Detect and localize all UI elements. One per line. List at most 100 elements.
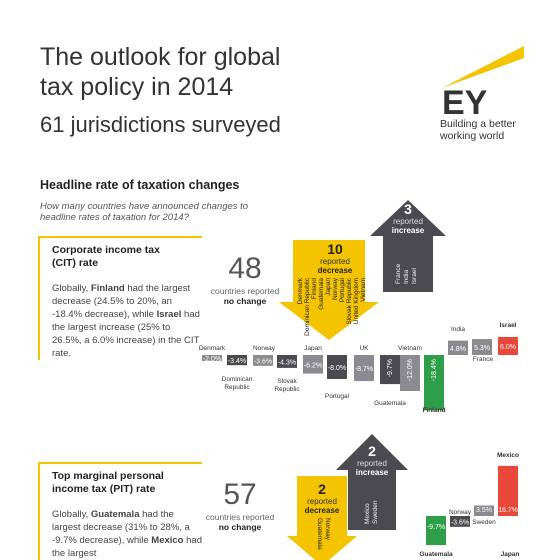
cit-category-label: India — [451, 326, 465, 333]
cit-decrease-label-2: decrease — [318, 266, 353, 275]
cit-value-label: -6.2% — [304, 362, 322, 369]
pit-category-label: Japan — [501, 551, 520, 558]
pit-category-label: Mexico — [497, 452, 519, 459]
ey-logo-beam-icon — [442, 46, 524, 88]
pit-decrease-label-1: reported — [307, 497, 337, 506]
cit-bar — [498, 337, 518, 355]
cit-decrease-country: Denmark — [297, 277, 304, 304]
cit-category-label: Portugal — [325, 393, 350, 400]
cit-increase-country: France — [395, 263, 402, 284]
page-subtitle: 61 jurisdictions surveyed — [40, 112, 281, 137]
cit-value-label: 6.0% — [500, 344, 516, 351]
cit-bar — [253, 355, 273, 366]
cit-text-bold-1: Finland — [90, 283, 125, 294]
cit-value-label: -3.6% — [254, 358, 272, 365]
pit-box-title: Top marginal personal income tax (PIT) r… — [52, 470, 202, 496]
cit-value-label: -18.4% — [431, 359, 438, 381]
pit-bar — [498, 465, 518, 516]
cit-category-label: Dominican — [222, 376, 253, 383]
pit-no-change-count: 57 — [223, 478, 257, 511]
question-line-1: How many countries have announced change… — [40, 201, 249, 212]
pit-text-3: had the largest — [52, 535, 202, 559]
pit-text-bold-1: Guatemala — [90, 509, 140, 520]
pit-value-label: 3.5% — [476, 507, 492, 514]
title-line-2: tax policy in 2014 — [40, 73, 234, 101]
cit-decrease-country: Norway — [332, 277, 339, 300]
cit-bar — [380, 355, 400, 385]
cit-category-label: Israel — [500, 322, 517, 329]
cit-category-label: Japan — [304, 345, 322, 352]
pit-category-label: Guatemala — [419, 551, 453, 558]
cit-bar — [424, 355, 444, 411]
ey-logo: EY — [442, 46, 524, 122]
pit-increase-arrow — [336, 434, 408, 530]
pit-title-line-1: Top marginal personal — [52, 470, 164, 482]
cit-category-label: Finland — [422, 407, 445, 414]
cit-bar — [277, 355, 297, 368]
section-question: How many countries have announced change… — [40, 201, 280, 223]
cit-bar — [448, 340, 468, 355]
cit-category-label: France — [473, 356, 494, 363]
pit-decrease-country: Norway — [324, 518, 331, 541]
pit-increase-country: Mexico — [364, 503, 371, 524]
cit-no-change: 48 countries reported no change — [205, 252, 285, 306]
pit-description: Globally, Guatemala had the largest decr… — [52, 508, 202, 560]
pit-category-label: Sweden — [472, 519, 496, 526]
cit-increase-label-1: reported — [393, 217, 423, 226]
cit-category-label: Vietnam — [398, 345, 422, 352]
pit-decrease-arrow — [287, 476, 357, 560]
page-title: The outlook for global tax policy in 201… — [40, 42, 280, 102]
cit-increase-country: India — [403, 270, 410, 284]
cit-title-line-2: (CIT) rate — [52, 257, 99, 269]
pit-increase-country: Sweden — [372, 500, 379, 524]
pit-no-change-line-1: countries reported — [205, 512, 275, 522]
pit-value-label: -3.6% — [451, 519, 469, 526]
cit-increase-label-2: increase — [392, 226, 425, 235]
pit-bar — [450, 516, 470, 527]
pit-decrease-country: Guatemala — [316, 518, 323, 550]
pit-bar — [474, 505, 494, 516]
pit-decrease-count: 2 — [318, 481, 326, 497]
cit-bar — [303, 355, 323, 374]
cit-increase-country: Israel — [411, 268, 418, 284]
pit-value-label: 16.7% — [498, 507, 518, 514]
cit-value-label: -2.0% — [203, 356, 221, 363]
cit-description: Globally, Finland had the largest decrea… — [52, 282, 202, 360]
pit-increase-label-2: increase — [356, 468, 389, 477]
cit-category-label: Republic — [274, 386, 300, 393]
tagline-line-1: Building a better — [440, 118, 516, 130]
cit-title-line-1: Corporate income tax — [52, 244, 160, 256]
pit-bar — [426, 516, 446, 546]
cit-decrease-country: Japan — [325, 278, 332, 296]
cit-bar — [472, 339, 492, 355]
section-title: Headline rate of taxation changes — [40, 178, 240, 192]
cit-decrease-country: Finland — [311, 278, 318, 300]
pit-no-change-line-2: no change — [218, 522, 262, 532]
cit-no-change-line-2: no change — [223, 296, 267, 306]
cit-bar — [400, 355, 420, 391]
tagline-line-2: working world — [440, 130, 505, 142]
pit-no-change-label: countries reported no change — [200, 512, 280, 532]
title-line-1: The outlook for global — [40, 43, 281, 71]
cit-decrease-count: 10 — [327, 241, 343, 257]
pit-decrease-label-2: decrease — [305, 506, 340, 515]
cit-text-3: had the largest increase (25% to 26.5%, … — [52, 309, 200, 359]
pit-text-bold-2: Mexico — [151, 535, 184, 546]
cit-category-label: Norway — [253, 345, 276, 352]
cit-info-box: Corporate income tax (CIT) rate Globally… — [38, 236, 202, 360]
cit-box-title: Corporate income tax (CIT) rate — [52, 244, 202, 270]
cit-category-label: Denmark — [199, 345, 226, 352]
pit-category-label: Norway — [449, 509, 472, 516]
cit-value-label: 5.3% — [474, 345, 490, 352]
cit-decrease-country: Dominican Republic — [304, 277, 311, 336]
pit-text-2: had the largest decrease (31% to 28%, a … — [52, 509, 190, 546]
cit-no-change-count: 48 — [228, 252, 262, 285]
ey-tagline: Building a better working world — [440, 118, 516, 142]
cit-decrease-country: Portugal — [339, 277, 346, 302]
pit-increase-label-1: reported — [357, 459, 387, 468]
pit-info-box: Top marginal personal income tax (PIT) r… — [38, 462, 202, 560]
cit-bar — [227, 355, 247, 366]
pit-increase-count: 2 — [368, 443, 376, 459]
cit-value-label: 4.8% — [450, 346, 466, 353]
cit-text-1: Globally, — [52, 283, 91, 294]
